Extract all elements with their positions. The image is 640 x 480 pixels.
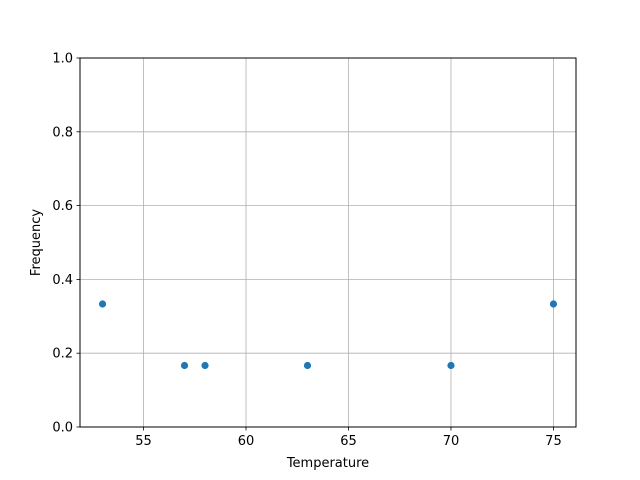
data-point [98, 300, 107, 308]
data-point [303, 361, 312, 370]
y-tick-label: 0.2 [52, 347, 73, 362]
x-axis-label: Temperature [286, 456, 369, 471]
data-point [549, 300, 558, 308]
x-tick-label: 65 [340, 434, 357, 449]
data-point [201, 361, 209, 370]
y-tick-label: 1.0 [52, 52, 73, 67]
y-tick-label: 0.8 [52, 125, 73, 140]
x-tick-label: 70 [443, 434, 460, 449]
x-tick-label: 60 [238, 434, 255, 449]
axes-frame [79, 57, 577, 428]
ticks: 55 60 65 70 75 0.0 0.2 0.4 0.6 0.8 1.0 [52, 52, 561, 450]
y-tick-label: 0.6 [52, 199, 73, 214]
x-tick-label: 55 [135, 434, 152, 449]
data-points [98, 300, 558, 370]
y-axis-label: Frequency [29, 209, 44, 276]
data-point [447, 361, 455, 370]
data-point [180, 361, 189, 370]
x-tick-label: 75 [545, 434, 562, 449]
y-tick-label: 0.0 [52, 421, 73, 436]
y-tick-label: 0.4 [52, 273, 73, 288]
